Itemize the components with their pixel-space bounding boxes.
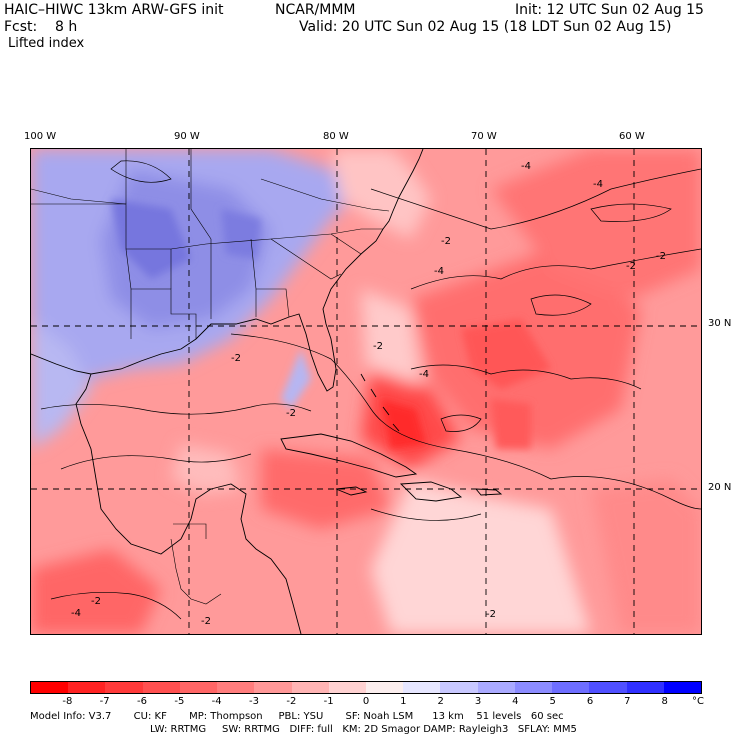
legend-tick-label: 2 [437, 696, 444, 707]
model-info-line1: Model Info: V3.7 CU: KF MP: Thompson PBL… [30, 711, 564, 722]
lat-label-30n: 30 N [708, 318, 732, 329]
contour-label: -2 [231, 353, 241, 364]
legend-swatch [440, 682, 478, 693]
legend-tick-label: -7 [99, 696, 110, 707]
legend-tick-label: -4 [211, 696, 222, 707]
lon-label-70w: 70 W [471, 131, 497, 142]
legend-swatch [477, 682, 515, 693]
legend-swatch [291, 682, 329, 693]
legend-swatch [142, 682, 180, 693]
legend-tick-label: -2 [286, 696, 297, 707]
state-borders [31, 149, 390, 605]
model-info-line2: LW: RRTMG SW: RRTMG DIFF: full KM: 2D Sm… [150, 724, 577, 735]
legend-tick-label: 4 [512, 696, 519, 707]
legend-swatch [328, 682, 366, 693]
legend-swatch [552, 682, 590, 693]
legend-tick-label: 0 [362, 696, 370, 707]
init-time: Init: 12 UTC Sun 02 Aug 15 [515, 2, 704, 18]
field-name: Lifted index [8, 36, 85, 51]
contour-label: -2 [286, 408, 296, 419]
organization: NCAR/MMM [275, 2, 356, 18]
contour-label: -2 [626, 261, 636, 272]
contour-label: -4 [593, 179, 603, 190]
coastlines [31, 149, 503, 634]
lon-label-100w: 100 W [24, 131, 57, 142]
lifted-index-map: -4 -4 -2 -2 -4 -2 -2 -2 -2 -4 -2 -4 -2 -… [30, 148, 702, 635]
color-legend [30, 681, 702, 694]
lon-label-80w: 80 W [323, 131, 349, 142]
legend-swatch [217, 682, 255, 693]
contour-label: -2 [441, 236, 451, 247]
legend-tick-label: -6 [137, 696, 147, 707]
legend-swatch [68, 682, 106, 693]
lon-label-90w: 90 W [174, 131, 200, 142]
legend-tick-label: 3 [474, 696, 482, 707]
contour-labels: -4 -4 -2 -2 -4 -2 -2 -2 -2 -4 -2 -4 -2 -… [71, 161, 666, 627]
legend-swatch [626, 682, 664, 693]
legend-swatch [663, 682, 701, 693]
lon-label-60w: 60 W [619, 131, 645, 142]
legend-tick-label: -1 [323, 696, 334, 707]
contour-label: -2 [373, 341, 383, 352]
legend-swatch [589, 682, 627, 693]
legend-swatch [31, 682, 69, 693]
legend-swatch [179, 682, 218, 693]
legend-tick-label: -8 [62, 696, 73, 707]
legend-tick-label: -3 [249, 696, 259, 707]
contour-label: -2 [91, 596, 101, 607]
lat-label-20n: 20 N [708, 482, 732, 493]
legend-swatch [514, 682, 553, 693]
contour-label: -4 [521, 161, 531, 172]
contour-label: -2 [486, 609, 496, 620]
contour-label: -4 [71, 608, 81, 619]
valid-time: Valid: 20 UTC Sun 02 Aug 15 (18 LDT Sun … [299, 19, 672, 35]
contour-label: -2 [201, 616, 211, 627]
legend-swatch [254, 682, 292, 693]
legend-tick-label: 6 [586, 696, 594, 707]
legend-tick-label: 1 [400, 696, 407, 707]
legend-swatch [403, 682, 441, 693]
contour-label: -4 [419, 369, 429, 380]
legend-swatch [365, 682, 404, 693]
latlon-grid [31, 149, 701, 634]
contour-label: -2 [656, 251, 666, 262]
legend-tick-label: 5 [549, 696, 556, 707]
legend-swatch [105, 682, 143, 693]
model-title: HAIC–HIWC 13km ARW-GFS init [4, 2, 224, 18]
legend-tick-label: 8 [661, 696, 668, 707]
legend-tick-label: -5 [174, 696, 185, 707]
contours [40, 160, 701, 620]
forecast-hour: Fcst: 8 h [4, 19, 78, 35]
legend-tick-label: 7 [624, 696, 631, 707]
legend-unit: °C [692, 696, 704, 707]
contour-label: -4 [434, 266, 444, 277]
